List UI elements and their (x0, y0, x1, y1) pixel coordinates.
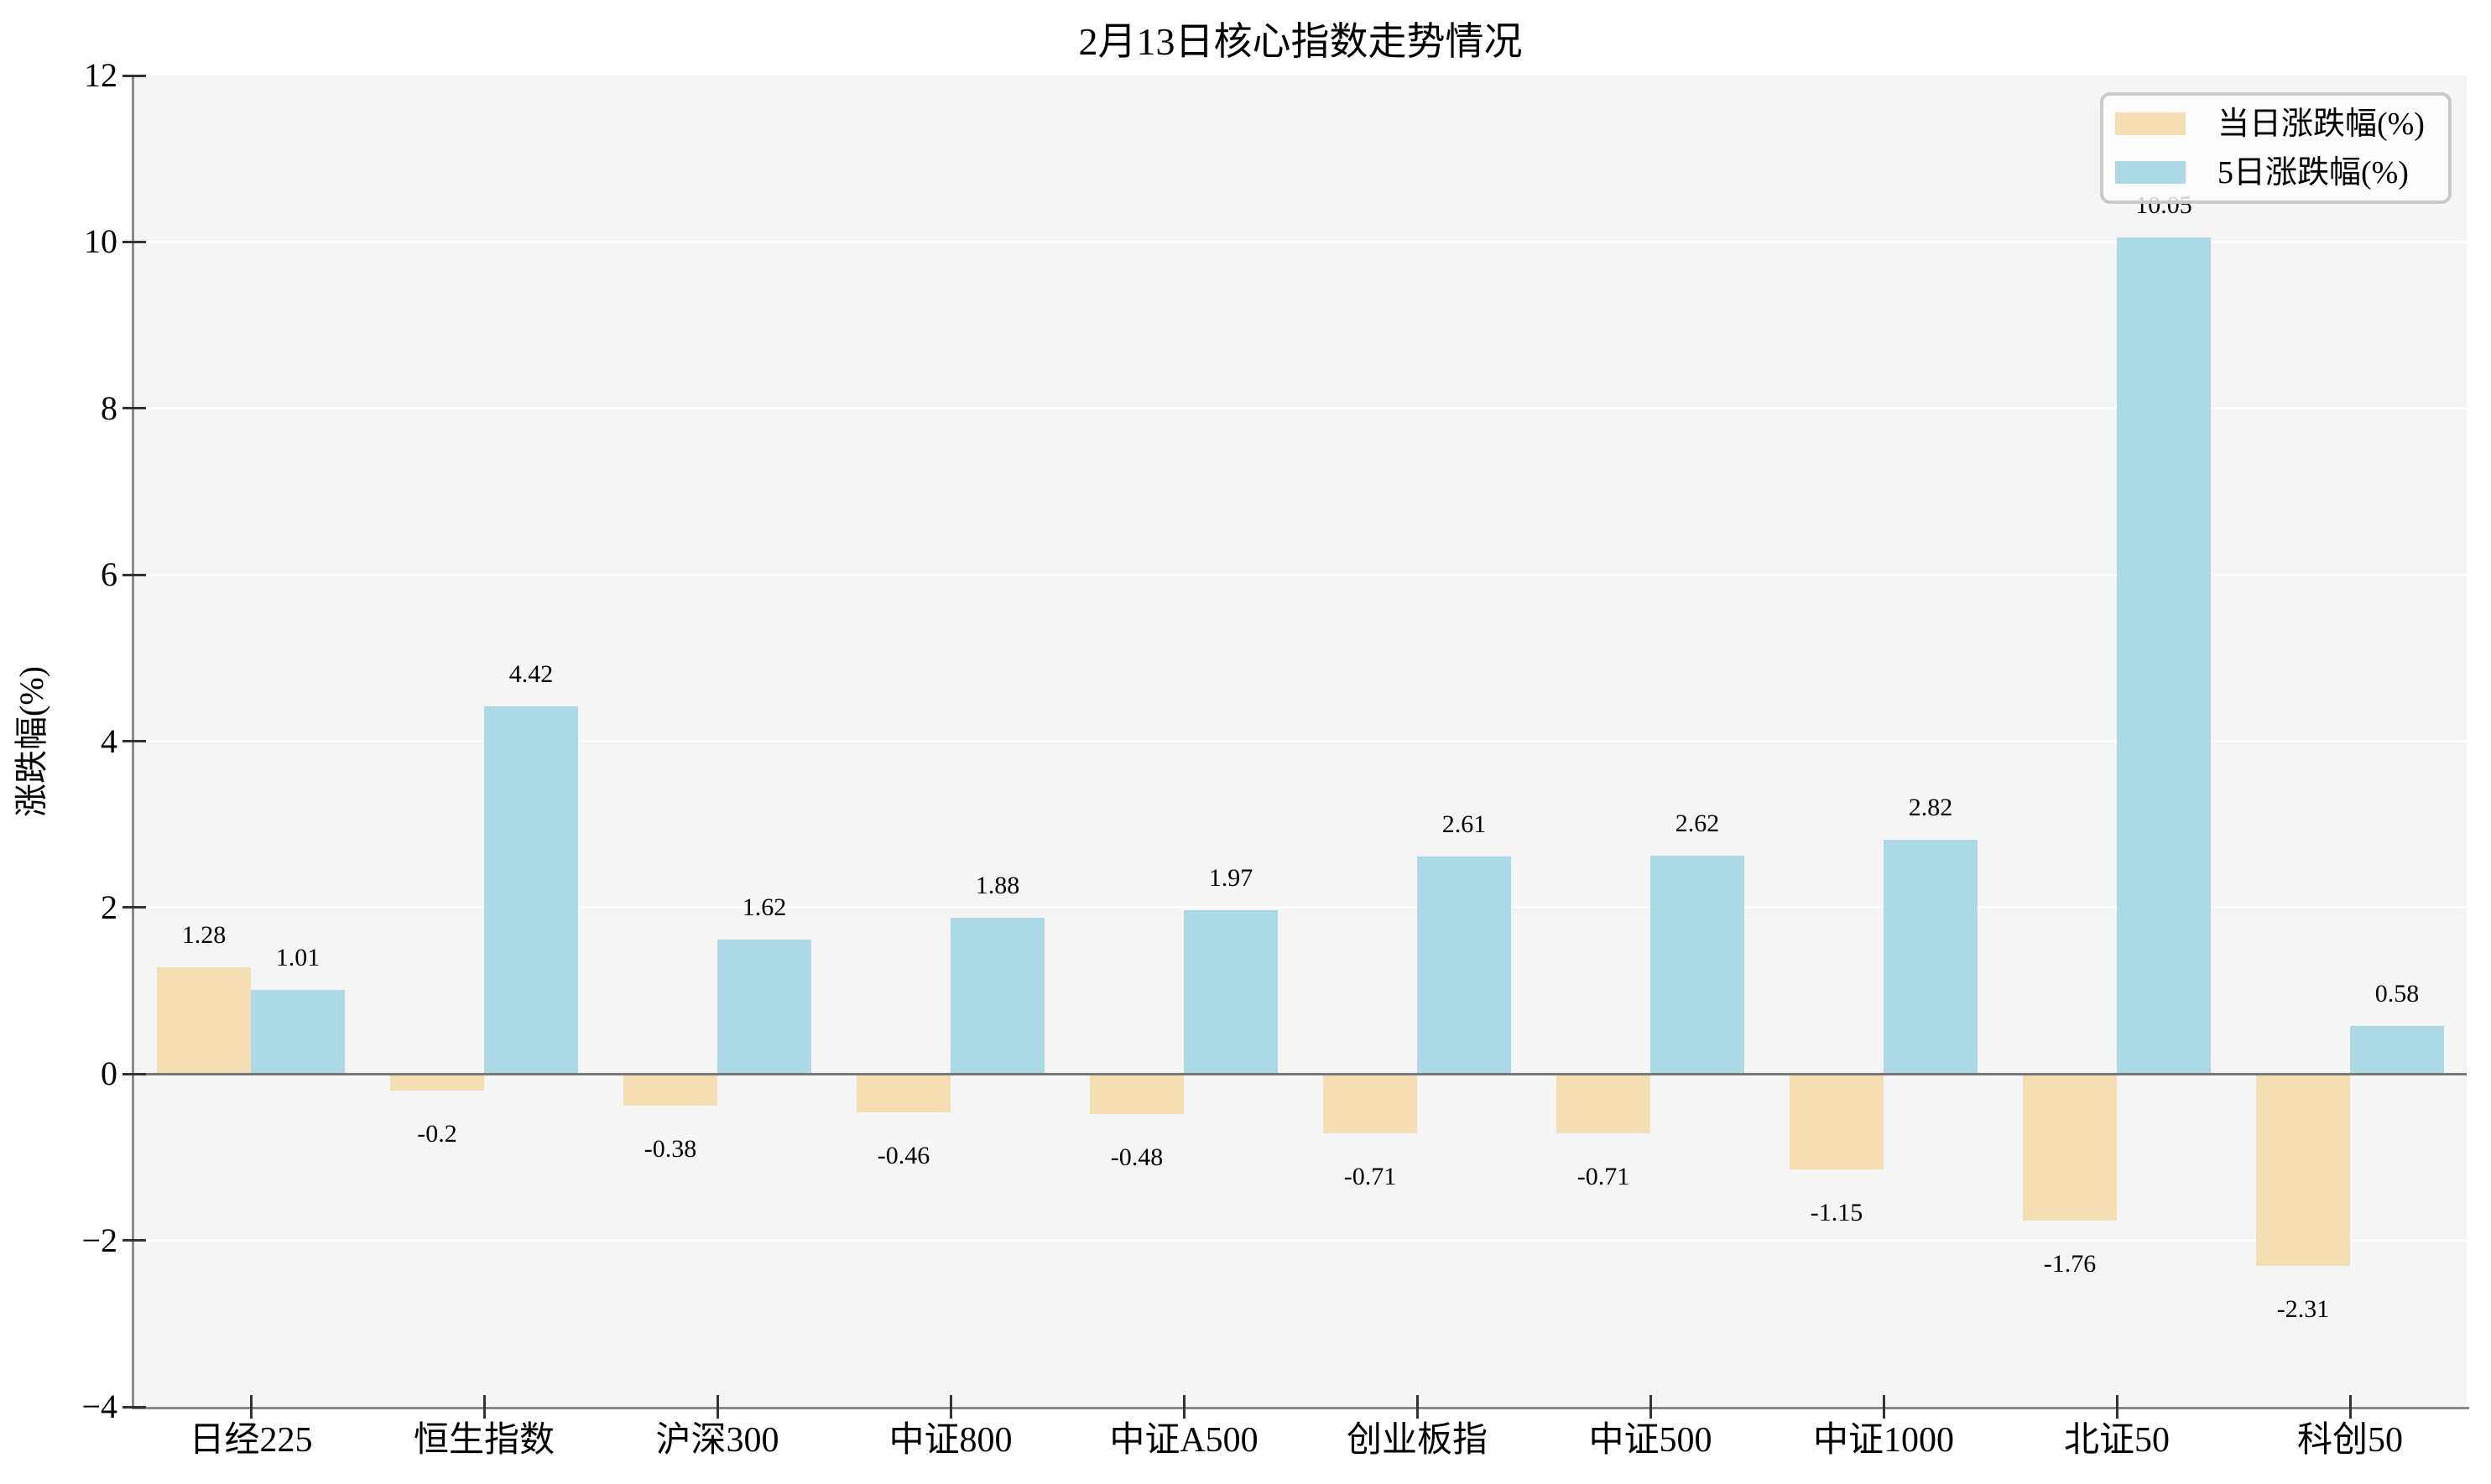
bar-value-label: -2.31 (2276, 1295, 2330, 1324)
bar-value-label: 0.58 (2374, 979, 2420, 1008)
bar-value-label: 2.61 (1441, 810, 1487, 839)
y-axis-tick-label: 12 (84, 56, 117, 94)
bar-value-label: 1.28 (181, 921, 227, 950)
bar-value-label: 1.97 (1208, 863, 1253, 892)
y-axis-tick (122, 1072, 146, 1075)
bar (484, 706, 578, 1075)
y-axis-tick (122, 407, 146, 410)
x-axis-tick-label: 创业板指 (1346, 1421, 1488, 1460)
x-axis-tick (2348, 1395, 2352, 1419)
bar (2117, 237, 2211, 1075)
bar (2350, 1025, 2444, 1075)
zero-line (134, 1072, 2467, 1075)
x-axis-tick-label: 恒生指数 (413, 1421, 555, 1460)
bar-value-label: 1.62 (742, 893, 787, 921)
bar (1556, 1074, 1650, 1133)
x-axis-tick-label: 中证800 (889, 1421, 1013, 1460)
y-axis-tick (122, 906, 146, 909)
x-axis-tick (1415, 1395, 1419, 1419)
bar (1090, 1074, 1184, 1114)
x-axis-tick (2115, 1395, 2118, 1419)
bar (623, 1074, 717, 1106)
bar-value-label: -0.38 (644, 1134, 697, 1163)
x-axis-line (132, 1407, 2469, 1409)
legend-item-daily-change: 当日涨跌幅(%) (2115, 100, 2448, 148)
bar (1184, 909, 1278, 1075)
gridline (134, 740, 2467, 742)
y-axis-tick-label: −4 (81, 1388, 117, 1425)
x-axis-tick (249, 1395, 253, 1419)
bar-value-label: 1.01 (275, 944, 320, 972)
legend-item-5day-change: 5日涨跌幅(%) (2115, 148, 2448, 197)
bar-value-label: -0.71 (1343, 1162, 1397, 1190)
x-axis-tick-label: 沪深300 (655, 1421, 779, 1460)
gridline (134, 240, 2467, 243)
bar (951, 917, 1045, 1075)
x-axis-tick-label: 中证A500 (1109, 1421, 1259, 1460)
x-axis-tick-label: 日经225 (189, 1421, 313, 1460)
bar-value-label: -0.2 (417, 1120, 457, 1148)
x-axis-tick (482, 1395, 486, 1419)
bar (1323, 1074, 1417, 1133)
bar-value-label: -0.46 (877, 1141, 930, 1169)
bar-value-label: -0.48 (1110, 1143, 1164, 1171)
bar (390, 1074, 484, 1091)
y-axis-tick-label: 4 (101, 721, 117, 760)
bar (251, 990, 345, 1075)
bar-value-label: 1.88 (975, 871, 1020, 899)
x-axis-tick (1649, 1395, 1652, 1419)
bar (2023, 1074, 2117, 1221)
gridline (134, 407, 2467, 410)
gridline (134, 573, 2467, 576)
legend: 当日涨跌幅(%) 5日涨跌幅(%) (2100, 92, 2452, 204)
bar (2256, 1074, 2350, 1267)
x-axis-tick-label: 中证1000 (1812, 1421, 1954, 1460)
y-axis-tick (122, 74, 146, 77)
bar (1417, 857, 1511, 1075)
bar-value-label: -1.15 (1810, 1199, 1863, 1227)
bar-value-label: 2.62 (1675, 810, 1720, 838)
x-axis-tick-label: 中证500 (1588, 1421, 1712, 1460)
bar (1790, 1074, 1884, 1170)
y-axis-tick (122, 740, 146, 742)
gridline (134, 906, 2467, 909)
bar (857, 1074, 951, 1112)
y-axis-tick (122, 1239, 146, 1242)
y-axis-tick (122, 240, 146, 243)
bar-value-label: -1.76 (2043, 1249, 2097, 1278)
y-axis-tick (122, 573, 146, 576)
x-axis-tick (949, 1395, 952, 1419)
gridline (134, 1239, 2467, 1242)
x-axis-tick (716, 1395, 719, 1419)
legend-swatch-5day-change (2115, 161, 2186, 184)
y-axis-line (132, 76, 134, 1409)
bar (1650, 856, 1744, 1075)
y-axis-tick-label: 0 (101, 1054, 117, 1093)
x-axis-tick (1182, 1395, 1186, 1419)
bar-value-label: -0.71 (1576, 1162, 1630, 1190)
y-axis-tick (122, 1405, 146, 1408)
legend-label-daily-change: 当日涨跌幅(%) (2217, 106, 2425, 142)
x-axis-tick (1882, 1395, 1885, 1419)
bar (717, 939, 811, 1075)
y-axis-tick-label: −2 (81, 1221, 117, 1259)
x-axis-tick-label: 科创50 (2296, 1421, 2403, 1460)
legend-swatch-daily-change (2115, 112, 2186, 135)
legend-label-5day-change: 5日涨跌幅(%) (2217, 154, 2409, 190)
bar (157, 967, 251, 1075)
bar-value-label: 2.82 (1908, 793, 1953, 821)
x-axis-tick-label: 北证50 (2063, 1421, 2170, 1460)
y-axis-tick-label: 2 (101, 888, 117, 926)
chart-title: 2月13日核心指数走势情况 (1078, 20, 1523, 63)
y-axis-tick-label: 8 (101, 388, 117, 427)
bar (1884, 839, 1978, 1075)
y-axis-tick-label: 6 (101, 555, 117, 594)
bar-value-label: 4.42 (508, 659, 554, 688)
y-axis-tick-label: 10 (84, 222, 117, 261)
